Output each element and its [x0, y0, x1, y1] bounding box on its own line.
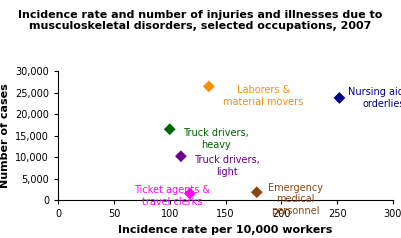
Point — [166, 127, 173, 131]
Point — [206, 84, 212, 88]
Point — [253, 190, 260, 194]
Text: Incidence rate and number of injuries and illnesses due to
musculoskeletal disor: Incidence rate and number of injuries an… — [18, 10, 383, 31]
Text: Emergency
medical
personnel: Emergency medical personnel — [268, 183, 323, 216]
Point — [186, 192, 193, 195]
Text: Nursing aides,
orderlies: Nursing aides, orderlies — [348, 87, 401, 109]
Text: Laborers &
material movers: Laborers & material movers — [223, 85, 304, 107]
Text: Truck drivers,
light: Truck drivers, light — [194, 155, 260, 177]
Text: Ticket agents &
travel clerks: Ticket agents & travel clerks — [134, 185, 210, 207]
Point — [336, 96, 342, 100]
X-axis label: Incidence rate per 10,000 workers: Incidence rate per 10,000 workers — [118, 224, 333, 234]
Point — [178, 154, 184, 158]
Y-axis label: Number of cases: Number of cases — [0, 83, 10, 188]
Text: Truck drivers,
heavy: Truck drivers, heavy — [183, 128, 249, 149]
